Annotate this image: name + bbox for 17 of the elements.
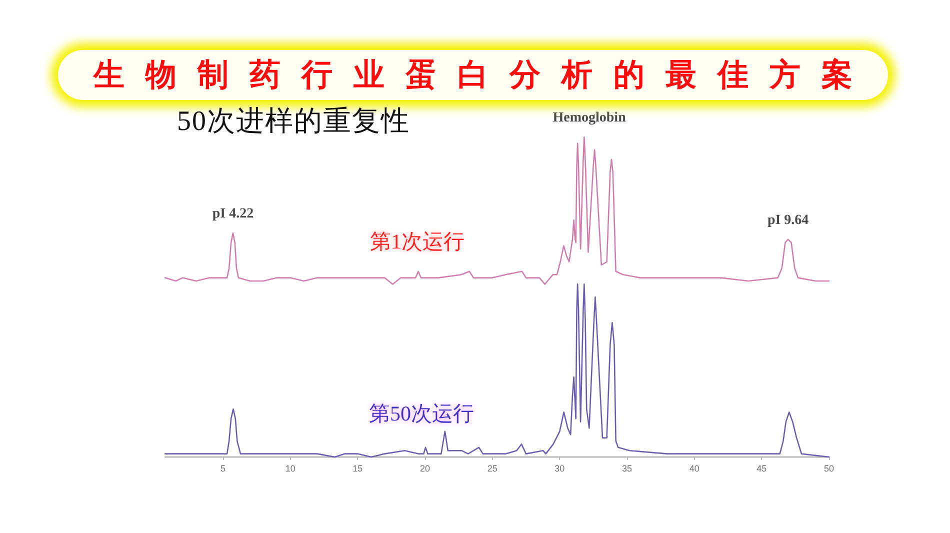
x-tick-label: 50 [824, 464, 834, 474]
x-tick-label: 5 [220, 464, 226, 474]
x-tick-label: 40 [689, 464, 700, 474]
chart-subtitle: 50次进样的重复性 [177, 106, 410, 138]
x-tick-label: 10 [285, 464, 296, 474]
x-tick-label: 20 [420, 464, 430, 474]
x-tick-label: 15 [352, 464, 363, 474]
annotation: Hemoglobin [552, 110, 626, 126]
series-label: 第50次运行 [369, 402, 474, 426]
x-tick-label: 25 [487, 464, 498, 474]
x-tick-label: 45 [756, 464, 767, 474]
annotation: pI 9.64 [767, 212, 809, 228]
annotation: pI 4.22 [212, 206, 254, 222]
chart-title: 生物制药行业蛋白分析的最佳方案 [58, 50, 888, 100]
x-tick-label: 30 [554, 464, 565, 474]
x-tick-label: 35 [622, 464, 632, 474]
series-label: 第1次运行 [370, 230, 464, 254]
